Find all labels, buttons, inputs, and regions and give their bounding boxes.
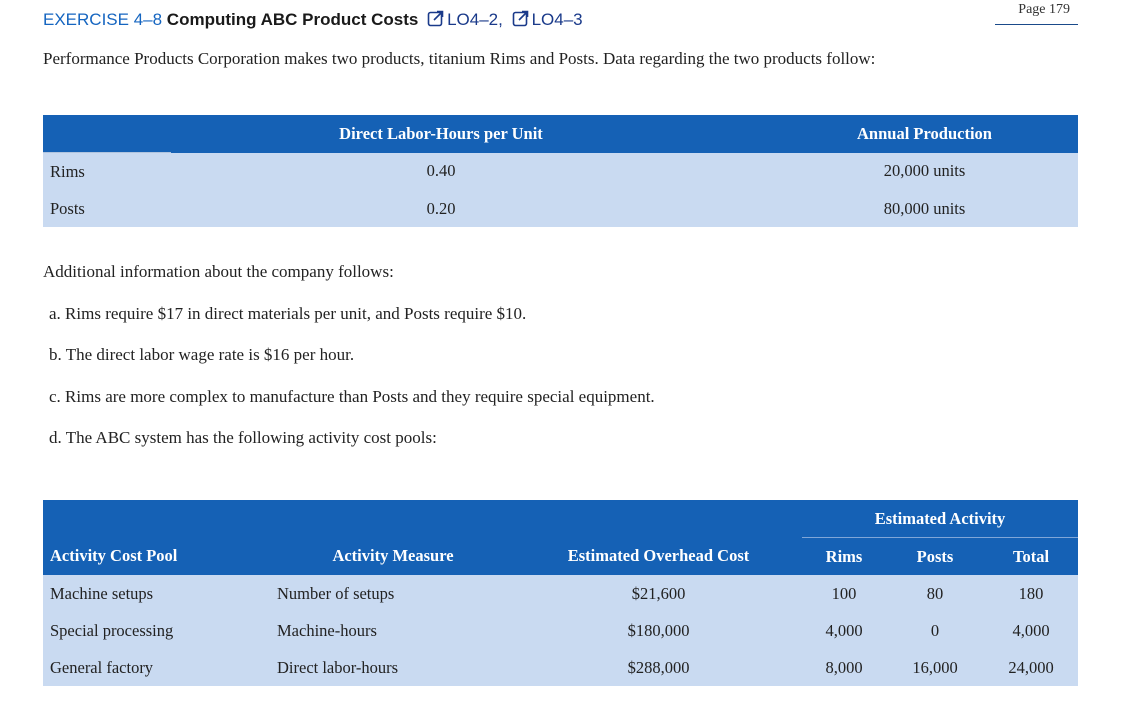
table-row: Posts 0.20 80,000 units [43, 190, 1078, 227]
header-activity-measure: Activity Measure [332, 546, 454, 566]
rims-activity: 4,000 [825, 620, 863, 640]
table-row: Machine setups Number of setups $21,600 … [43, 575, 1078, 612]
table-group-header-row: Estimated Activity [43, 500, 1078, 538]
header-dlh-per-unit: Direct Labor-Hours per Unit [339, 123, 543, 143]
rims-activity: 100 [831, 583, 857, 603]
lo-link-1[interactable]: LO4–2, [447, 10, 503, 29]
header-activity-cost-pool: Activity Cost Pool [50, 546, 178, 566]
list-item: b. The direct labor wage rate is $16 per… [49, 345, 355, 364]
header-estimated-overhead: Estimated Overhead Cost [567, 546, 750, 566]
list-item: d. The ABC system has the following acti… [49, 428, 437, 447]
posts-activity: 80 [926, 583, 944, 603]
posts-activity: 16,000 [912, 657, 958, 677]
product-name: Posts [50, 198, 85, 218]
overhead-cost: $21,600 [631, 583, 686, 603]
list-item: c. Rims are more complex to manufacture … [49, 387, 655, 406]
table-row: Special processing Machine-hours $180,00… [43, 612, 1078, 649]
dlh-value: 0.20 [426, 198, 456, 218]
exercise-heading: EXERCISE 4–8 Computing ABC Product Costs… [43, 9, 583, 32]
cost-pool-name: General factory [50, 657, 154, 677]
table-header-row: Direct Labor-Hours per Unit Annual Produ… [43, 115, 1078, 153]
product-name: Rims [50, 161, 85, 181]
lo-link-2[interactable]: LO4–3 [531, 10, 583, 29]
activity-measure: Number of setups [277, 583, 395, 603]
header-total: Total [1012, 546, 1050, 566]
page-number: Page 179 [995, 2, 1078, 25]
header-rims: Rims [825, 546, 863, 566]
table-row: Rims 0.40 20,000 units [43, 152, 1078, 190]
product-data-table: Direct Labor-Hours per Unit Annual Produ… [43, 115, 1078, 227]
activity-measure: Machine-hours [277, 620, 377, 640]
activity-measure: Direct labor-hours [277, 657, 399, 677]
rims-activity: 8,000 [825, 657, 863, 677]
cost-pool-name: Special processing [50, 620, 174, 640]
external-link-icon[interactable] [427, 9, 445, 32]
header-blank [43, 115, 171, 153]
total-activity: 4,000 [1012, 620, 1050, 640]
header-posts: Posts [916, 546, 954, 566]
total-activity: 24,000 [1008, 657, 1054, 677]
list-item: a. Rims require $17 in direct materials … [49, 304, 527, 323]
exercise-title: Computing ABC Product Costs [166, 10, 419, 29]
production-value: 80,000 units [883, 198, 966, 218]
table-row: General factory Direct labor-hours $288,… [43, 649, 1078, 686]
header-annual-production: Annual Production [857, 123, 992, 143]
intro-paragraph: Performance Products Corporation makes t… [43, 49, 876, 68]
external-link-icon[interactable] [512, 9, 530, 32]
total-activity: 180 [1018, 583, 1044, 603]
dlh-value: 0.40 [426, 161, 456, 181]
overhead-cost: $288,000 [627, 657, 690, 677]
exercise-number: EXERCISE 4–8 [43, 10, 163, 29]
activity-cost-pool-table: Estimated Activity Activity Cost Pool Ac… [43, 500, 1078, 686]
additional-info: Additional information about the company… [43, 262, 394, 281]
overhead-cost: $180,000 [627, 620, 690, 640]
posts-activity: 0 [930, 620, 940, 640]
table-header-row: Activity Cost Pool Activity Measure Esti… [43, 537, 1078, 575]
production-value: 20,000 units [883, 161, 966, 181]
cost-pool-name: Machine setups [50, 583, 154, 603]
header-estimated-activity: Estimated Activity [802, 500, 1078, 538]
